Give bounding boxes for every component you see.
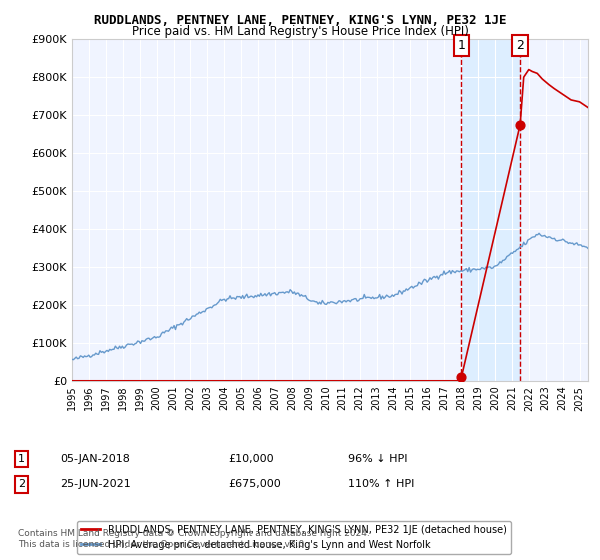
Text: RUDDLANDS, PENTNEY LANE, PENTNEY, KING'S LYNN, PE32 1JE: RUDDLANDS, PENTNEY LANE, PENTNEY, KING'S… — [94, 14, 506, 27]
Text: 96% ↓ HPI: 96% ↓ HPI — [348, 454, 407, 464]
Text: Contains HM Land Registry data © Crown copyright and database right 2024.
This d: Contains HM Land Registry data © Crown c… — [18, 529, 370, 549]
Text: 1: 1 — [458, 39, 466, 52]
Point — [515, 120, 525, 129]
Text: 1: 1 — [18, 454, 25, 464]
Text: 2: 2 — [18, 479, 25, 489]
Legend: RUDDLANDS, PENTNEY LANE, PENTNEY, KING'S LYNN, PE32 1JE (detached house), HPI: A: RUDDLANDS, PENTNEY LANE, PENTNEY, KING'S… — [77, 521, 511, 554]
Text: 110% ↑ HPI: 110% ↑ HPI — [348, 479, 415, 489]
Text: Price paid vs. HM Land Registry's House Price Index (HPI): Price paid vs. HM Land Registry's House … — [131, 25, 469, 38]
Text: £675,000: £675,000 — [228, 479, 281, 489]
Text: 2: 2 — [516, 39, 524, 52]
Text: 25-JUN-2021: 25-JUN-2021 — [60, 479, 131, 489]
Bar — [461, 39, 520, 381]
Text: £10,000: £10,000 — [228, 454, 274, 464]
Point — [457, 372, 466, 381]
Text: 05-JAN-2018: 05-JAN-2018 — [60, 454, 130, 464]
